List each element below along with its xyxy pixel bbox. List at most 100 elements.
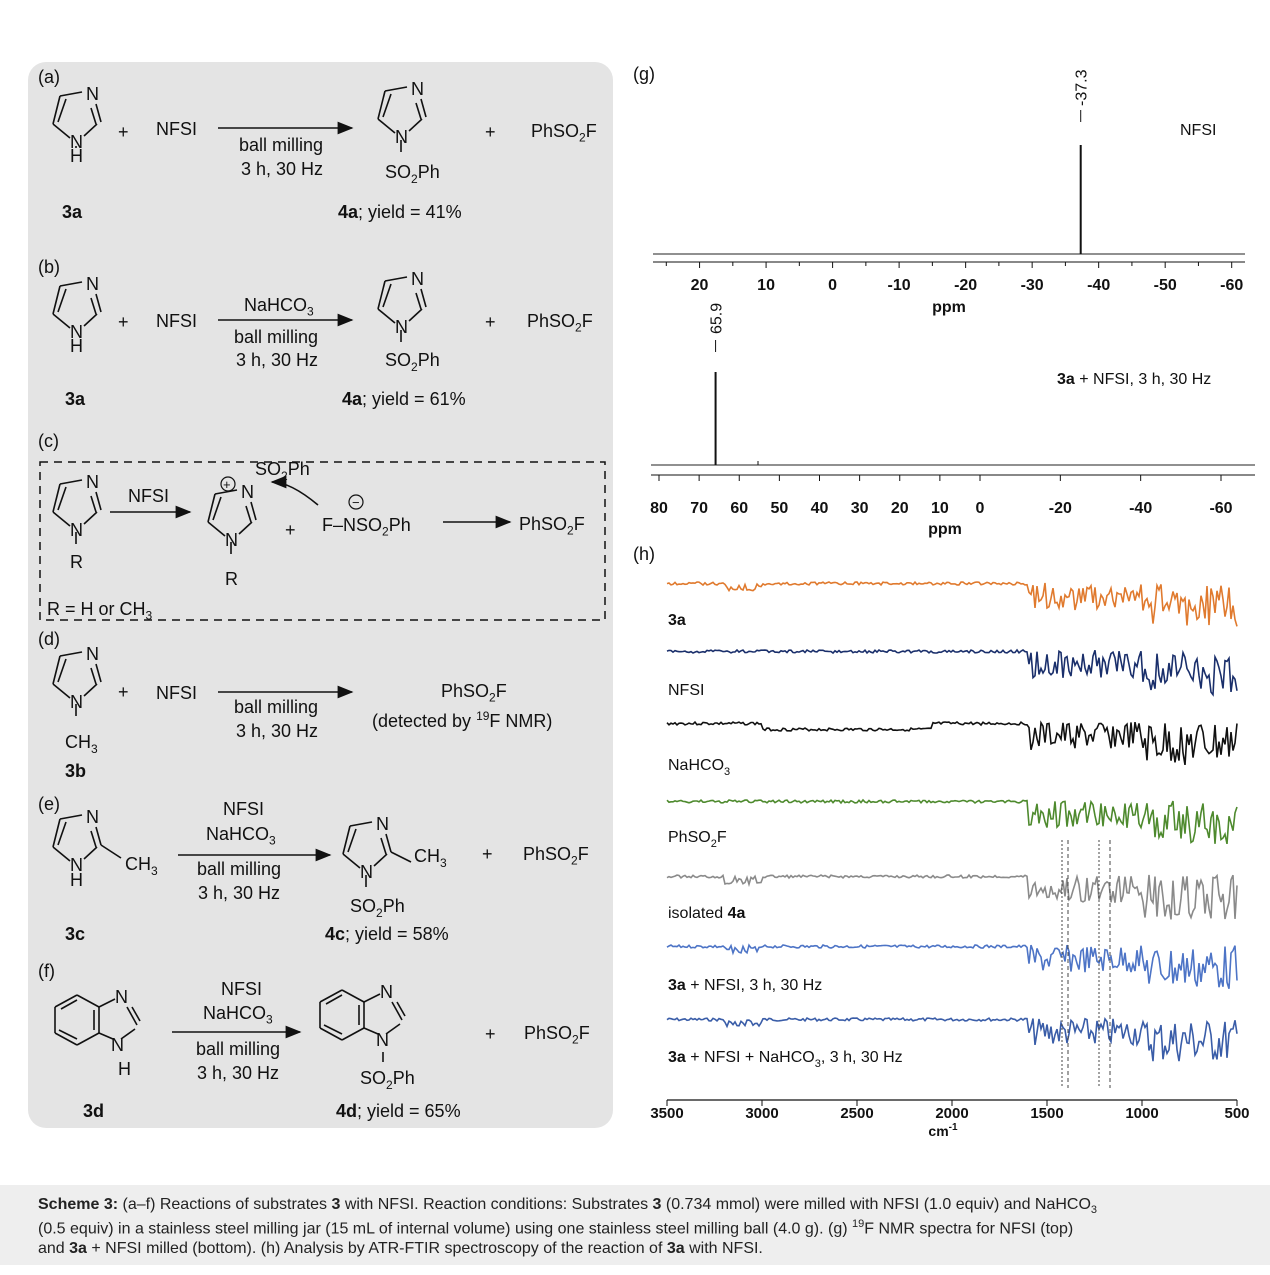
condition-f-2: 3 h, 30 Hz bbox=[197, 1063, 280, 1083]
product-b-ring-bond bbox=[377, 280, 386, 310]
imidazole-b-bond bbox=[90, 297, 97, 315]
benzimidazole-f-bond bbox=[131, 1006, 141, 1022]
plus-a2: + bbox=[485, 122, 496, 142]
nmr-top-tick-label: -20 bbox=[954, 277, 977, 294]
benzimidazole-f-bond bbox=[58, 1029, 78, 1040]
product-f-ring-n1: N bbox=[376, 1030, 389, 1050]
reagent-c: NFSI bbox=[128, 486, 170, 506]
product-f-ring-bond bbox=[391, 1001, 403, 1021]
so2ph-a: SO2Ph bbox=[385, 162, 440, 186]
product-e-ring-bond bbox=[373, 853, 388, 867]
product-a-ring-n1: N bbox=[395, 127, 408, 147]
ir-tick-label: 2500 bbox=[840, 1105, 873, 1122]
imidazole-c-n1: N bbox=[70, 520, 83, 540]
imidazolium-c-bond bbox=[212, 496, 222, 521]
nmr-bottom-peak-label: 65.9 bbox=[709, 303, 726, 334]
imidazolium-c-bond bbox=[250, 501, 257, 521]
charts-panel: (g) 20 10 0 -10 -20 -30 -40 -50 -60 ppm -37.3 NFSI 80… bbox=[633, 64, 1255, 1139]
nmr-top-tick-label: 10 bbox=[757, 277, 775, 294]
imidazole-c-bond bbox=[83, 511, 98, 525]
yield-f: 4d; yield = 65% bbox=[336, 1101, 461, 1121]
imidazolium-c-bond bbox=[207, 493, 216, 523]
product-e-ring-n3: N bbox=[376, 814, 389, 834]
ir-tick-label: 2000 bbox=[935, 1105, 968, 1122]
imidazole-b-bond bbox=[83, 313, 98, 327]
imidazole-e-bond bbox=[95, 826, 102, 846]
imidazolium-c-n1: N bbox=[225, 530, 238, 550]
panel-label-f: (f) bbox=[38, 961, 55, 981]
nmr-bottom-tick-label: -20 bbox=[1049, 500, 1072, 517]
product-f-ring-bond bbox=[396, 1001, 406, 1017]
product-c: PhSO2F bbox=[519, 514, 585, 538]
yield-e: 4c; yield = 58% bbox=[325, 924, 449, 944]
imidazole-d-bond bbox=[59, 651, 83, 657]
ir-series-label: 3a bbox=[668, 612, 686, 629]
nmr-bottom-xlabel: ppm bbox=[928, 521, 962, 538]
condition-a-1: ball milling bbox=[239, 135, 324, 155]
byproduct-f: PhSO2F bbox=[524, 1023, 590, 1047]
product-f-ring-bond bbox=[323, 1024, 343, 1035]
nmr-top-tick-label: -30 bbox=[1021, 277, 1044, 294]
caption-box: Scheme 3: (a–f) Reactions of substrates … bbox=[0, 1185, 1270, 1265]
benzimidazole-f-bond bbox=[54, 994, 78, 1008]
product-b-ring-bond bbox=[420, 288, 427, 308]
anion-c: F–NSO2Ph bbox=[322, 515, 411, 539]
benzimidazole-f-bond bbox=[126, 1006, 138, 1026]
benzimidazole-f-n3: N bbox=[115, 987, 128, 1007]
nh-e: H bbox=[70, 870, 83, 890]
reagent-e-1: NFSI bbox=[223, 799, 265, 819]
imidazole-b-bond bbox=[57, 288, 67, 313]
imidazole-d-bond bbox=[57, 658, 67, 683]
imidazolium-c-bond bbox=[238, 521, 253, 535]
detected-note: (detected by 19F NMR) bbox=[372, 709, 553, 731]
nh-b: H bbox=[70, 336, 83, 356]
curved-arrow bbox=[270, 475, 319, 506]
condition-b-0: NaHCO3 bbox=[244, 295, 314, 319]
imidazole-b-bond bbox=[59, 281, 83, 287]
product-b-ring-bond bbox=[415, 292, 422, 310]
nmr-bottom-tick-label: 70 bbox=[690, 500, 708, 517]
imidazole-b-n1: N bbox=[70, 322, 83, 342]
imidazolium-c-n3: N bbox=[241, 482, 254, 502]
nmr-bottom-tick-label: 50 bbox=[770, 500, 788, 517]
ir-tick-label: 1000 bbox=[1125, 1105, 1158, 1122]
reagent-f-1: NFSI bbox=[221, 979, 263, 999]
product-e-ring-bond bbox=[349, 821, 373, 827]
imidazole-d-bond bbox=[52, 655, 61, 685]
product-b-ring-bond bbox=[382, 283, 392, 308]
imidazole-c-bond bbox=[52, 483, 61, 513]
nmr-top-tick-label: 0 bbox=[828, 277, 837, 294]
substrate-d: 3b bbox=[65, 761, 87, 781]
nmr-bottom-tick-label: 30 bbox=[851, 500, 869, 517]
panel-label-h: (h) bbox=[633, 544, 655, 564]
imidazole-e-bond bbox=[52, 818, 61, 848]
product-a-ring-bond bbox=[384, 86, 408, 92]
imidazole-a-bond bbox=[52, 95, 61, 125]
r-definition: R = H or CH3 bbox=[47, 599, 153, 623]
caption-line-3: and 3a + NFSI milled (bottom). (h) Analy… bbox=[38, 1240, 763, 1257]
product-d: PhSO2F bbox=[441, 681, 507, 705]
product-f-ring-bond bbox=[319, 989, 343, 1003]
substrate-a: 3a bbox=[62, 202, 83, 222]
imidazole-c-bond bbox=[52, 511, 71, 527]
ir-series-label: 3a + NFSI, 3 h, 30 Hz bbox=[668, 977, 822, 994]
nmr-top-series-label: NFSI bbox=[1180, 122, 1216, 139]
product-f-ring-bond bbox=[341, 1027, 365, 1041]
benzimidazole-f-bond bbox=[54, 1032, 78, 1046]
imidazole-c-bond bbox=[57, 486, 67, 511]
ir-series-label: 3a + NFSI + NaHCO3, 3 h, 30 Hz bbox=[668, 1049, 903, 1070]
plus-a: + bbox=[118, 122, 129, 142]
byproduct-a: PhSO2F bbox=[531, 121, 597, 145]
caption-line-2: (0.5 equiv) in a stainless steel milling… bbox=[38, 1218, 1074, 1238]
nmr-bottom-tick-label: 60 bbox=[730, 500, 748, 517]
ir-tick-label: 3000 bbox=[745, 1105, 778, 1122]
r-c1: R bbox=[70, 552, 83, 572]
nmr-bottom-tick-label: 40 bbox=[811, 500, 829, 517]
so2ph-e: SO2Ph bbox=[350, 896, 405, 920]
imidazole-e-bond bbox=[59, 814, 83, 820]
substrate-e: 3c bbox=[65, 924, 86, 944]
imidazole-a-bond bbox=[59, 91, 83, 97]
product-e-ring-bond bbox=[347, 828, 357, 853]
plus-c: + bbox=[285, 520, 296, 540]
